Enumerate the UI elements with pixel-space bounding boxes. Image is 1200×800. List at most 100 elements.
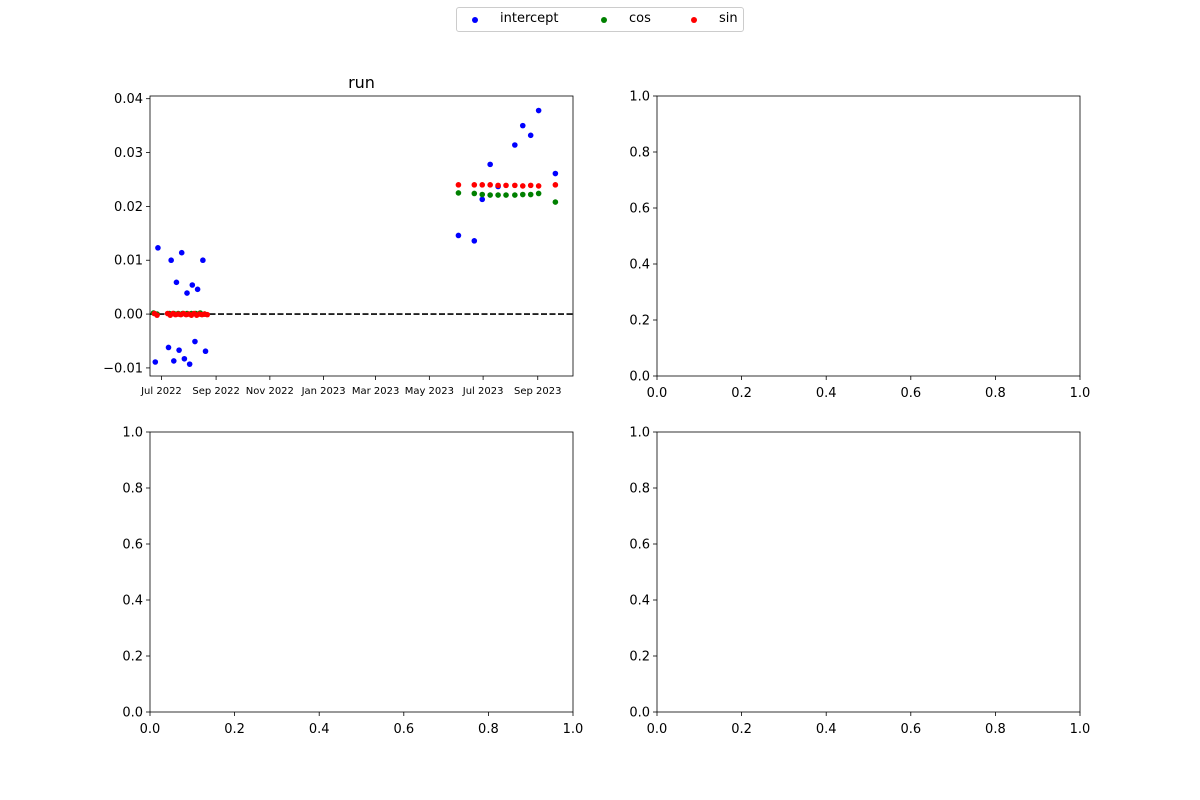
data-point-sin: [204, 311, 211, 318]
y-tick-label: 0.00: [114, 308, 143, 323]
x-tick-label: Jul 2022: [140, 386, 182, 397]
y-tick-label: 0.8: [629, 482, 650, 497]
data-point-sin: [527, 182, 534, 189]
data-point-intercept: [200, 257, 206, 264]
data-point-cos: [471, 190, 478, 197]
y-tick-label: 0.4: [629, 594, 650, 609]
data-point-intercept: [479, 196, 486, 203]
legend-label-cos: cos: [629, 11, 651, 26]
data-point-cos: [552, 199, 559, 205]
data-point-intercept: [189, 282, 196, 288]
y-tick-label: 0.8: [629, 146, 650, 161]
x-tick-label: 0.8: [985, 722, 1006, 737]
legend-marker-intercept: [472, 17, 478, 23]
legend-marker-cos: [601, 17, 607, 23]
data-point-sin: [535, 183, 542, 189]
axes-background-4: [657, 432, 1080, 712]
axes-frame-1: [149, 95, 574, 377]
x-tick-label: 0.8: [478, 722, 499, 737]
data-point-intercept: [176, 347, 182, 353]
x-tick-label: 0.2: [224, 722, 245, 737]
y-tick-label: −0.01: [103, 361, 143, 376]
y-tick-label: 0.02: [114, 200, 143, 215]
data-point-cos: [527, 191, 534, 198]
chart-title: run: [348, 73, 375, 92]
x-tick-label: 0.6: [900, 722, 921, 737]
data-point-sin: [503, 182, 509, 189]
y-tick-label: 0.0: [629, 370, 650, 385]
data-point-intercept: [173, 279, 180, 286]
data-point-sin: [154, 312, 160, 318]
x-tick-label: 0.0: [140, 722, 161, 737]
x-tick-label: 0.2: [731, 386, 752, 401]
y-tick-label: 0.2: [122, 650, 143, 665]
y-tick-label: 1.0: [629, 90, 650, 105]
y-tick-label: 0.4: [122, 594, 143, 609]
axes-background-3: [150, 432, 573, 712]
data-point-cos: [512, 192, 518, 198]
x-tick-label: 0.6: [393, 722, 414, 737]
data-point-cos: [487, 192, 493, 198]
y-tick-label: 0.0: [122, 706, 143, 721]
x-tick-label: 0.0: [647, 386, 668, 401]
x-tick-label: Sep 2022: [192, 386, 239, 397]
y-tick-label: 0.01: [114, 254, 143, 269]
y-tick-label: 0.0: [629, 706, 650, 721]
x-tick-label: 0.4: [816, 386, 837, 401]
data-point-intercept: [527, 132, 534, 139]
data-point-intercept: [535, 107, 542, 114]
y-tick-label: 0.03: [114, 146, 143, 161]
data-point-cos: [495, 192, 501, 198]
data-point-intercept: [455, 232, 462, 239]
data-point-sin: [455, 182, 462, 188]
data-point-intercept: [487, 161, 493, 168]
data-point-intercept: [186, 361, 193, 367]
data-point-cos: [535, 190, 542, 197]
x-tick-label: 1.0: [563, 722, 584, 737]
data-point-intercept: [194, 286, 201, 293]
x-tick-label: Sep 2023: [514, 386, 561, 397]
data-point-intercept: [165, 344, 172, 351]
x-tick-label: Jan 2023: [301, 386, 346, 397]
data-point-cos: [479, 191, 486, 198]
y-tick-label: 0.6: [122, 538, 143, 553]
y-tick-label: 0.8: [122, 482, 143, 497]
y-tick-label: 0.2: [629, 650, 650, 665]
x-tick-label: May 2023: [405, 386, 454, 397]
data-point-intercept: [168, 257, 174, 264]
data-point-sin: [519, 183, 526, 189]
data-point-intercept: [152, 359, 159, 365]
y-tick-label: 1.0: [629, 426, 650, 441]
y-tick-label: 0.04: [114, 92, 143, 107]
data-point-intercept: [181, 355, 188, 362]
x-tick-label: 0.4: [816, 722, 837, 737]
data-point-intercept: [202, 348, 209, 355]
data-point-sin: [479, 182, 486, 188]
data-point-intercept: [192, 338, 198, 345]
data-point-sin: [512, 182, 518, 189]
data-point-intercept: [184, 290, 190, 296]
x-tick-label: 0.4: [309, 722, 330, 737]
x-tick-label: 1.0: [1070, 386, 1091, 401]
data-point-cos: [455, 190, 462, 196]
figure-legend: intercept cos sin: [456, 7, 744, 32]
data-point-intercept: [471, 238, 478, 244]
legend-marker-sin: [691, 17, 697, 23]
y-tick-label: 0.6: [629, 538, 650, 553]
axes-frame-4: [656, 431, 1081, 713]
axes-frame-3: [149, 431, 574, 713]
data-point-cos: [503, 192, 509, 198]
x-tick-label: 0.0: [647, 722, 668, 737]
x-tick-label: 0.8: [985, 386, 1006, 401]
legend-label-intercept: intercept: [500, 11, 559, 26]
x-tick-label: Mar 2023: [352, 386, 400, 397]
y-tick-label: 0.4: [629, 258, 650, 273]
data-point-intercept: [519, 122, 526, 129]
axes-background-1: [150, 96, 573, 376]
x-tick-label: Nov 2022: [246, 386, 294, 397]
data-point-sin: [552, 182, 559, 188]
data-point-intercept: [170, 358, 177, 364]
y-tick-label: 0.2: [629, 314, 650, 329]
data-point-intercept: [178, 249, 185, 256]
